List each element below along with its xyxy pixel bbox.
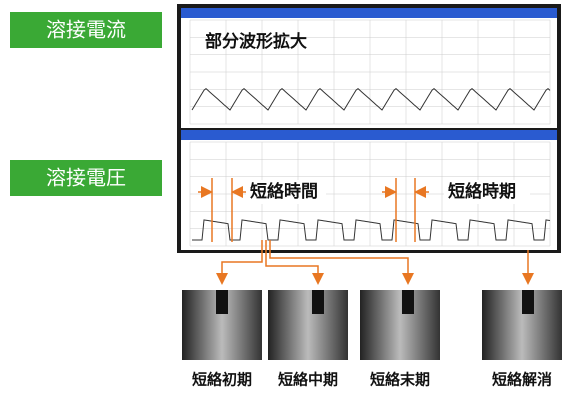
electrode: [522, 290, 534, 314]
photo-caption: 短絡初期: [192, 371, 252, 389]
photo-caption: 短絡解消: [492, 371, 552, 389]
label-bg: [444, 180, 530, 204]
label-bg: [246, 180, 326, 204]
electrode: [402, 290, 414, 314]
photo: [268, 290, 348, 360]
electrode: [312, 290, 324, 314]
markers: [198, 178, 534, 285]
current-window: [181, 18, 557, 128]
photo-caption: 短絡中期: [278, 371, 338, 389]
photo-caption: 短絡末期: [370, 371, 430, 389]
title-bar: [181, 130, 557, 140]
zoom-note: 部分波形拡大: [205, 31, 307, 52]
title-bar: [181, 8, 557, 18]
current-waveform: [191, 87, 551, 111]
label: 溶接電圧: [46, 166, 126, 190]
annotation: 短絡時期: [448, 181, 516, 202]
voltage-waveform: [192, 219, 551, 241]
electrode: [216, 290, 228, 314]
label-box: [10, 160, 162, 196]
label: 溶接電流: [46, 18, 126, 42]
photo: [360, 290, 440, 360]
label-box: [10, 12, 162, 48]
grid: [189, 19, 551, 247]
annotation: 短絡時間: [250, 181, 318, 202]
